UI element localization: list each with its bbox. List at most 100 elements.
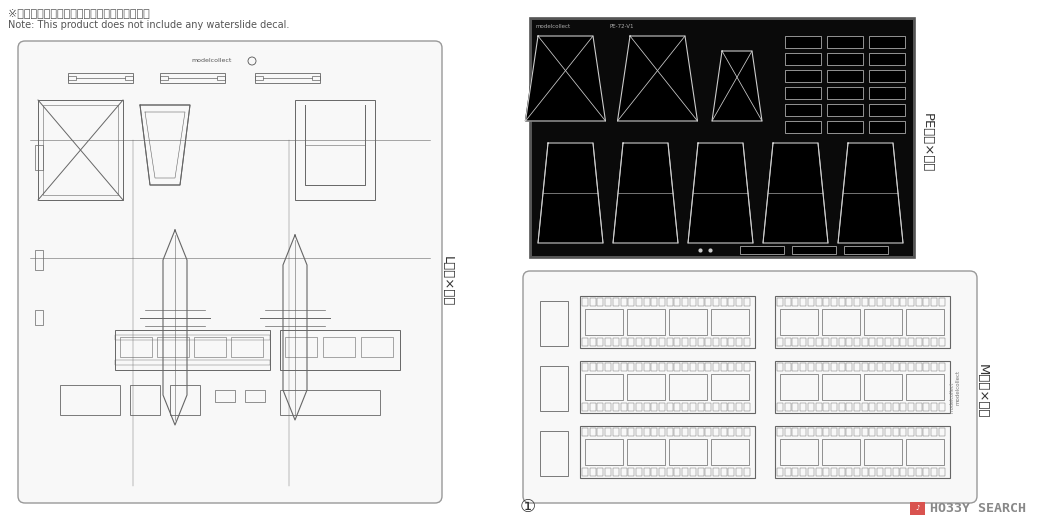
Bar [598,338,603,346]
Bar [743,428,750,436]
Bar [800,363,806,371]
Bar [846,298,852,306]
Bar [598,428,603,436]
Bar [698,363,703,371]
Text: PE部品×１枚: PE部品×１枚 [921,113,934,173]
Bar [885,468,891,476]
Bar [670,439,708,465]
Bar [698,428,703,436]
Bar [605,338,611,346]
Bar [713,298,719,306]
Bar [254,76,263,80]
Bar [38,100,122,200]
Bar [916,363,922,371]
Bar [908,428,913,436]
FancyBboxPatch shape [523,271,977,503]
Bar [906,439,944,465]
Bar [161,73,225,83]
Bar [931,428,937,436]
Bar [892,363,899,371]
Bar [589,468,596,476]
Bar [589,298,596,306]
Bar [698,468,703,476]
Polygon shape [538,143,603,243]
Bar [713,338,719,346]
Bar [540,301,568,346]
Bar [808,468,814,476]
Polygon shape [712,51,762,121]
Bar [785,403,791,411]
Bar [931,403,937,411]
Bar [580,296,755,348]
Bar [589,428,596,436]
Bar [815,298,822,306]
Bar [652,403,657,411]
Bar [869,428,875,436]
Bar [831,363,837,371]
Bar [682,298,689,306]
Bar [68,73,133,83]
Bar [815,363,822,371]
Text: Note: This product does not include any waterslide decal.: Note: This product does not include any … [8,20,289,30]
Bar [598,468,603,476]
Bar [675,428,680,436]
Bar [605,298,611,306]
Bar [720,428,727,436]
Bar [900,363,906,371]
Bar [130,385,161,415]
Bar [878,428,883,436]
Bar [254,73,320,83]
Bar [854,468,860,476]
Bar [540,366,568,411]
Bar [885,403,891,411]
Bar [720,298,727,306]
Bar [621,338,626,346]
Bar [869,338,875,346]
Bar [931,298,937,306]
Bar [698,338,703,346]
Bar [659,363,665,371]
Bar [824,428,829,436]
Bar [705,428,711,436]
Bar [869,363,875,371]
Bar [892,403,899,411]
Bar [931,338,937,346]
Bar [666,338,673,346]
Bar [532,20,913,256]
Bar [827,121,863,133]
Bar [612,338,619,346]
Bar [682,338,689,346]
Bar [713,428,719,436]
Bar [736,403,742,411]
Bar [636,403,642,411]
Bar [627,309,665,335]
Bar [729,363,734,371]
Bar [864,309,902,335]
Bar [736,298,742,306]
Bar [659,298,665,306]
Bar [245,390,265,402]
Bar [939,363,945,371]
Bar [589,338,596,346]
Bar [777,468,782,476]
Bar [621,468,626,476]
Bar [878,298,883,306]
Bar [540,431,568,476]
Bar [864,374,902,400]
Text: ①: ① [520,498,536,516]
Bar [582,363,588,371]
Bar [659,468,665,476]
Bar [824,468,829,476]
Bar [822,439,860,465]
Bar [892,298,899,306]
Bar [878,363,883,371]
Bar [939,468,945,476]
Bar [682,363,689,371]
Bar [815,468,822,476]
Bar [777,403,782,411]
Bar [923,428,929,436]
Bar [831,428,837,436]
Bar [589,403,596,411]
Bar [824,363,829,371]
Bar [598,403,603,411]
